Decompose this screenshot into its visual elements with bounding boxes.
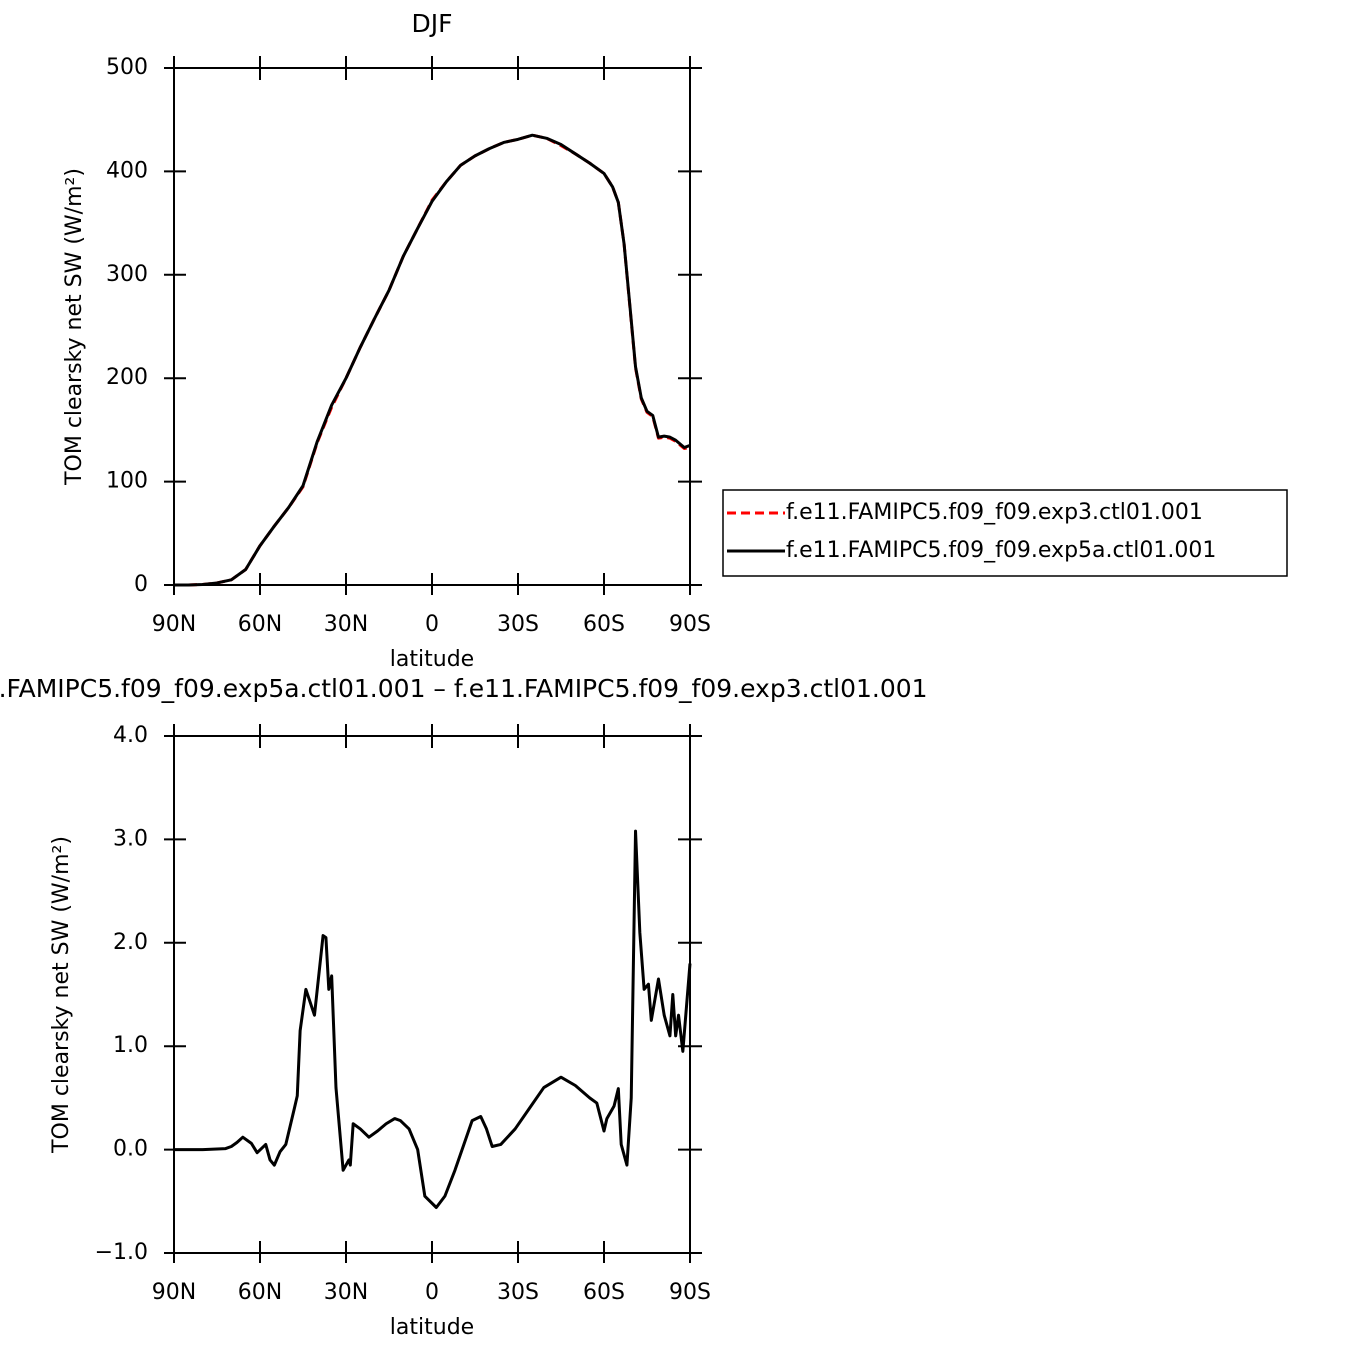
x-tick-label: 60N bbox=[238, 612, 282, 637]
y-tick-label: 300 bbox=[106, 262, 148, 287]
y-tick-label: 4.0 bbox=[113, 723, 148, 748]
x-tick-label: 90N bbox=[152, 1280, 196, 1305]
x-axis-label: latitude bbox=[390, 1315, 474, 1340]
y-tick-label: 0.0 bbox=[113, 1137, 148, 1162]
x-tick-label: 30N bbox=[324, 612, 368, 637]
x-tick-label: 60S bbox=[583, 612, 625, 637]
x-tick-label: 90S bbox=[669, 612, 711, 637]
legend-label: f.e11.FAMIPC5.f09_f09.exp5a.ctl01.001 bbox=[786, 538, 1216, 563]
x-tick-label: 90S bbox=[669, 1280, 711, 1305]
x-tick-label: 30S bbox=[497, 612, 539, 637]
y-tick-label: 2.0 bbox=[113, 930, 148, 955]
plot-frame bbox=[173, 67, 691, 586]
chart-title: f.e11.FAMIPC5.f09_f09.exp5a.ctl01.001 – … bbox=[0, 674, 928, 703]
x-tick-label: 30S bbox=[497, 1280, 539, 1305]
legend-box bbox=[722, 489, 1288, 577]
y-tick-label: 400 bbox=[106, 158, 148, 183]
x-tick-label: 60N bbox=[238, 1280, 282, 1305]
x-tick-label: 90N bbox=[152, 612, 196, 637]
legend-label: f.e11.FAMIPC5.f09_f09.exp3.ctl01.001 bbox=[786, 500, 1203, 525]
y-axis-label: TOM clearsky net SW (W/m²) bbox=[49, 836, 74, 1154]
y-tick-label: 200 bbox=[106, 365, 148, 390]
y-tick-label: −1.0 bbox=[95, 1240, 148, 1265]
x-tick-label: 0 bbox=[425, 1280, 439, 1305]
x-tick-label: 30N bbox=[324, 1280, 368, 1305]
chart-title: DJF bbox=[411, 9, 452, 38]
data-line bbox=[174, 133, 691, 587]
plot-frame bbox=[173, 735, 691, 1254]
x-tick-label: 60S bbox=[583, 1280, 625, 1305]
y-tick-label: 1.0 bbox=[113, 1033, 148, 1058]
data-line bbox=[174, 829, 692, 1209]
y-axis-label: TOM clearsky net SW (W/m²) bbox=[62, 168, 87, 486]
y-tick-label: 500 bbox=[106, 55, 148, 80]
y-tick-label: 0 bbox=[134, 572, 148, 597]
y-tick-label: 100 bbox=[106, 469, 148, 494]
x-tick-label: 0 bbox=[425, 612, 439, 637]
x-axis-label: latitude bbox=[390, 647, 474, 672]
y-tick-label: 3.0 bbox=[113, 826, 148, 851]
